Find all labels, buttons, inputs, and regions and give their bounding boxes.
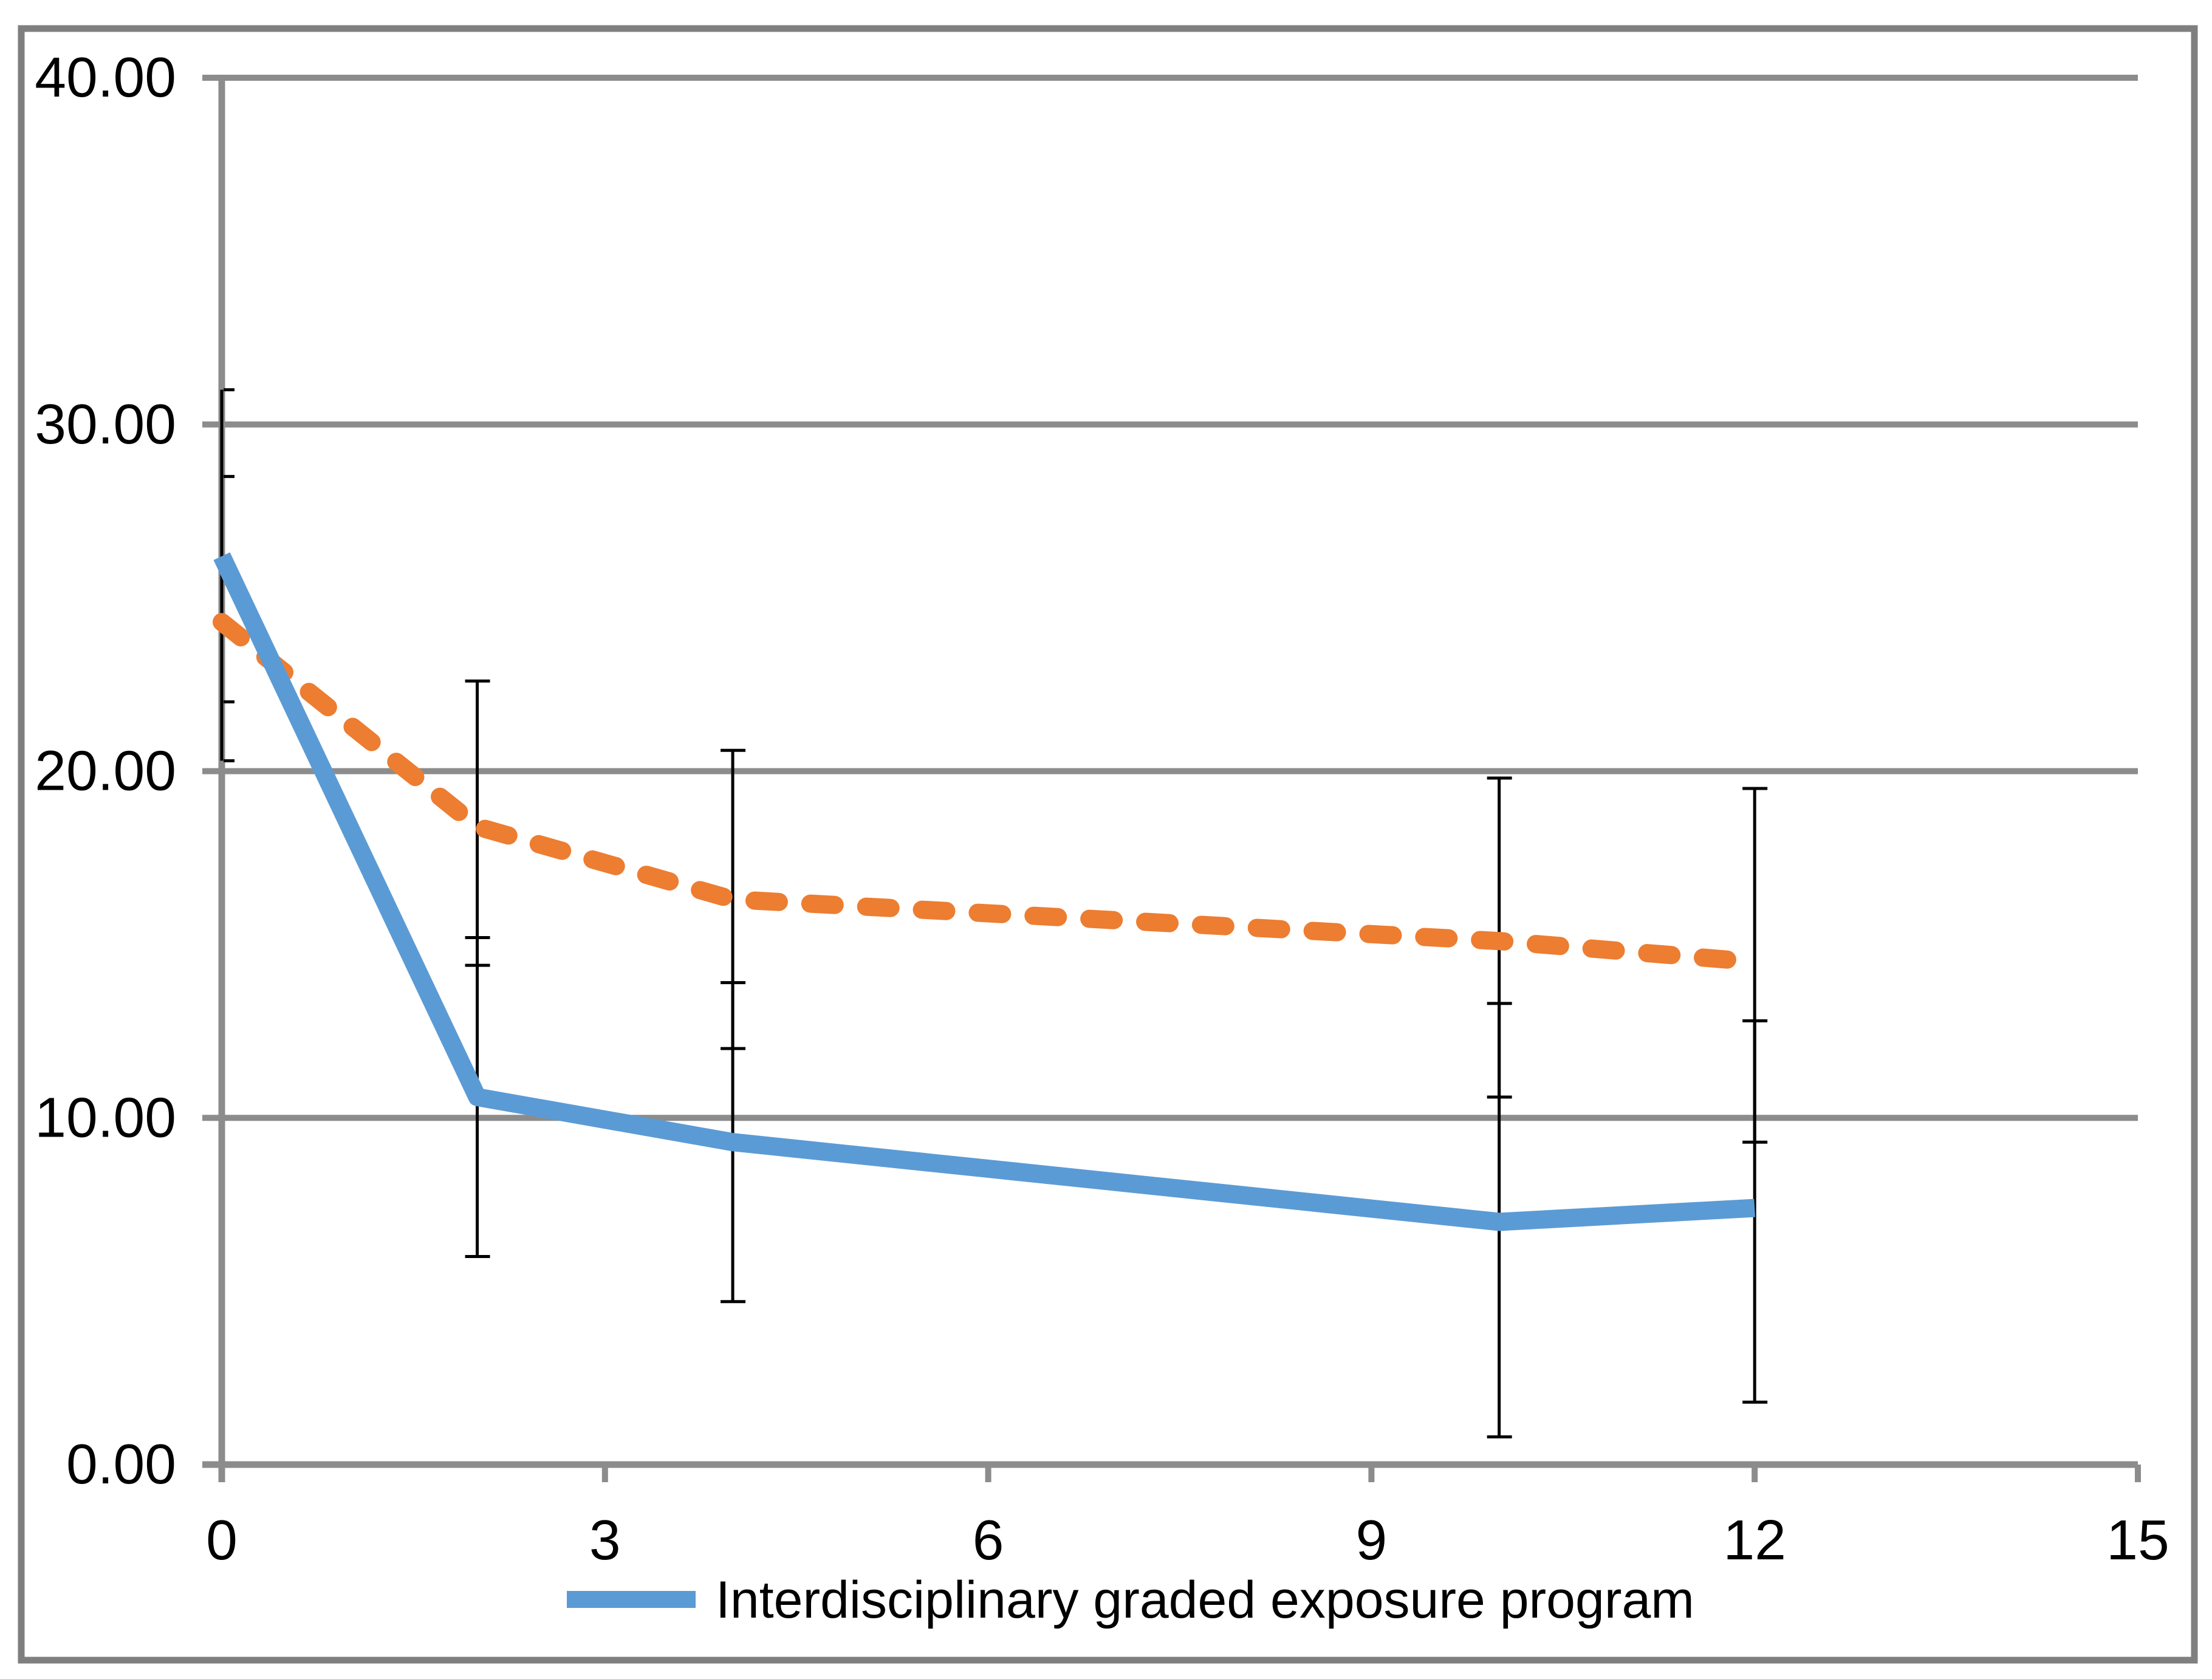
legend-label: Interdisciplinary graded exposure progra… [716, 1571, 1694, 1629]
y-tick-label-40: 40.00 [35, 46, 176, 109]
x-tick-label-6: 6 [973, 1508, 1004, 1571]
series-line-interdisciplinary-graded-exposure-program [213, 552, 1756, 1231]
series-line-comparison-dashed [213, 613, 1764, 971]
x-tick-label-9: 9 [1356, 1508, 1388, 1571]
y-tick-label-30: 30.00 [35, 392, 176, 456]
x-tick-label-3: 3 [589, 1508, 621, 1571]
figure-border [18, 25, 2198, 1664]
x-tick-label-0: 0 [206, 1508, 238, 1571]
y-tick-label-20: 20.00 [35, 739, 176, 802]
x-tick-label-15: 15 [2106, 1508, 2169, 1571]
x-tick-label-12: 12 [1723, 1508, 1786, 1571]
y-tick-label-0: 0.00 [66, 1432, 176, 1496]
plot-area: 0.00 10.00 20.00 30.00 40.00 0 3 6 9 12 15 [35, 46, 2169, 1571]
y-tick-label-10: 10.00 [35, 1086, 176, 1149]
legend: Interdisciplinary graded exposure progra… [567, 1571, 1694, 1629]
